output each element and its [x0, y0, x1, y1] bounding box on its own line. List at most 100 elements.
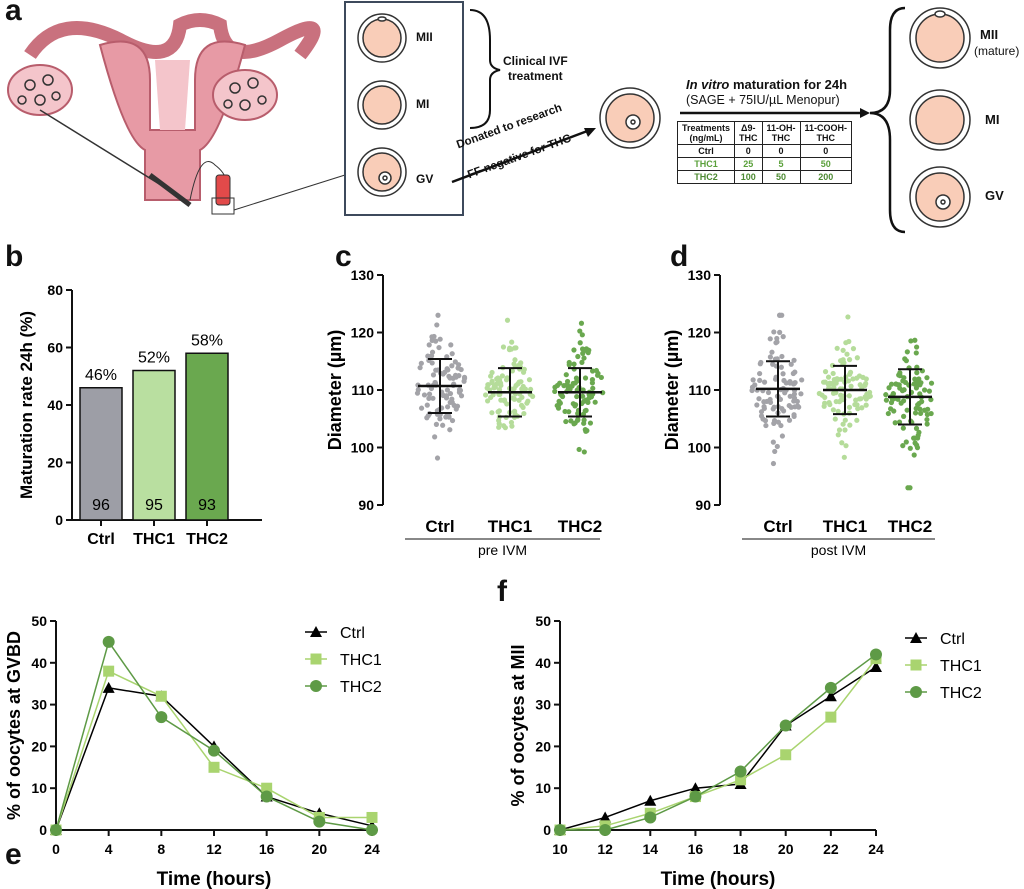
data-point [846, 338, 852, 345]
data-point [769, 349, 775, 355]
data-point [749, 387, 755, 394]
data-point [496, 408, 502, 414]
x-tick-label: Ctrl [763, 517, 792, 536]
data-point [907, 485, 913, 491]
data-point [778, 422, 784, 429]
data-point [788, 361, 794, 367]
data-point-thc2 [779, 719, 792, 732]
data-point-ctrl [870, 660, 882, 672]
data-point [511, 396, 517, 402]
data-point [786, 417, 793, 423]
data-point [792, 369, 798, 375]
data-point [589, 380, 595, 386]
series-line-thc1 [559, 658, 877, 831]
data-point [774, 443, 780, 450]
data-point [424, 415, 430, 421]
data-point [844, 351, 850, 357]
x-tick-label: 20 [312, 841, 328, 857]
data-point [521, 410, 527, 417]
data-point [840, 421, 846, 427]
data-point [415, 387, 421, 393]
data-point [796, 404, 802, 410]
data-point [791, 412, 797, 418]
data-point [485, 382, 491, 388]
data-point [507, 345, 513, 351]
data-point [458, 366, 464, 373]
data-point [444, 387, 451, 393]
data-point [763, 422, 769, 429]
data-point [767, 396, 773, 403]
y-axis-title: % of oocytes at GVBD [4, 631, 24, 820]
data-point [825, 374, 832, 380]
data-point-thc2 [870, 648, 882, 661]
data-point-ctrl [644, 794, 657, 806]
data-point [417, 365, 423, 371]
data-point [563, 372, 569, 378]
data-point [780, 371, 786, 377]
data-point [418, 405, 425, 411]
panel-label-e: e [5, 838, 22, 871]
data-point [829, 380, 835, 387]
panel-label-b: b [5, 240, 24, 273]
data-point [580, 393, 586, 399]
y-tick-label: 50 [535, 613, 551, 629]
data-point [859, 405, 865, 411]
data-point [847, 422, 853, 428]
data-point [846, 404, 853, 410]
data-point [520, 369, 527, 375]
bar-n-label: 95 [145, 497, 163, 514]
data-point-ctrl [102, 681, 115, 693]
data-point [912, 410, 919, 416]
data-point [779, 406, 785, 412]
y-axis-title: Maturation rate 24h (%) [17, 311, 36, 499]
data-point [779, 312, 785, 318]
y-axis-title: Diameter (µm) [662, 330, 682, 450]
data-point [855, 406, 861, 412]
treatment-table: Treatments (ng/mL) Δ9- THC 11-OH- THC 11-CO… [676, 121, 853, 184]
series-line-thc2 [560, 653, 877, 831]
data-point [432, 434, 438, 440]
data-point [846, 393, 852, 399]
data-point [867, 389, 873, 395]
data-point [914, 442, 920, 448]
data-point [846, 357, 853, 363]
oocyte-icons [357, 7, 971, 228]
y-tick-label: 90 [358, 497, 374, 513]
data-point [777, 396, 784, 402]
data-point [883, 397, 890, 403]
data-point [433, 338, 439, 344]
data-point [583, 407, 589, 413]
data-point [571, 361, 577, 367]
data-point [832, 416, 838, 422]
data-point-thc2 [644, 811, 657, 824]
data-point [456, 362, 462, 368]
panel-label-d: d [670, 240, 689, 273]
data-point [520, 404, 526, 410]
data-point [901, 398, 907, 404]
bar-thc1 [132, 369, 176, 521]
y-tick-label: 20 [47, 455, 63, 471]
data-point [767, 336, 773, 342]
y-tick-label: 120 [351, 325, 375, 341]
data-point [778, 364, 784, 370]
data-point [822, 400, 828, 406]
data-point-thc2 [554, 824, 566, 836]
data-point [573, 375, 580, 381]
data-point [888, 381, 895, 387]
data-point [779, 353, 785, 360]
data-point-thc2 [599, 824, 612, 836]
data-point [892, 420, 898, 426]
data-point [554, 382, 561, 389]
y-tick-label: 110 [688, 382, 711, 398]
data-point [865, 394, 872, 400]
data-point-ctrl [599, 811, 612, 823]
table-row: THC1 25 5 50 [676, 157, 853, 171]
data-point-thc2 [824, 681, 837, 694]
data-point [792, 404, 798, 410]
data-point [840, 347, 846, 353]
data-point [498, 397, 504, 403]
data-point [924, 421, 930, 427]
data-point [917, 406, 923, 412]
data-point [424, 402, 430, 408]
y-axis-title: % of oocytes at MII [508, 644, 528, 806]
